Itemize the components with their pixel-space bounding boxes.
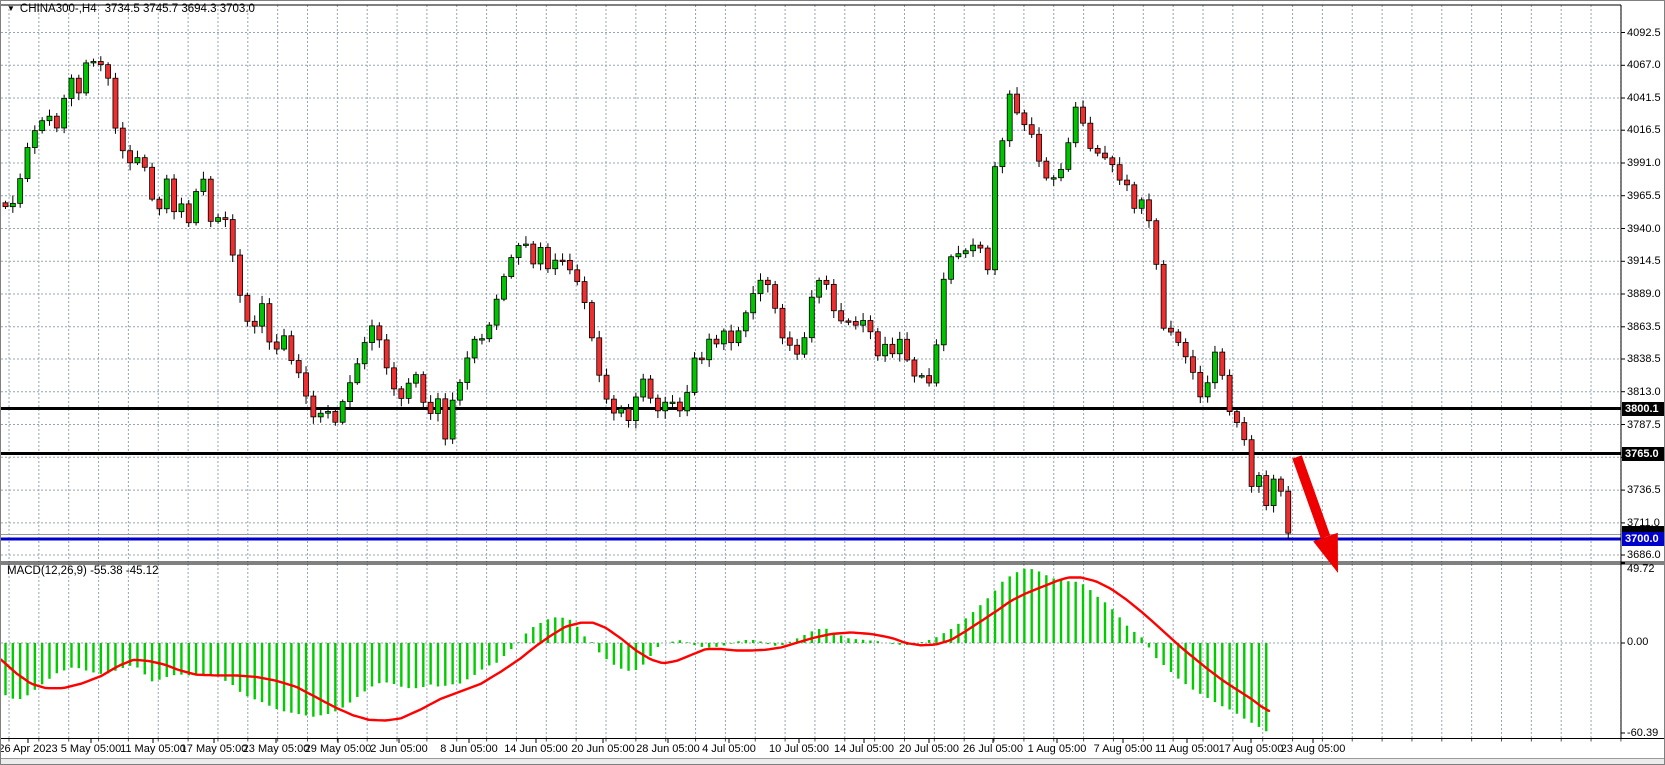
pane-borders xyxy=(1,4,1664,739)
price-tick-3686.0: 3686.0 xyxy=(1627,549,1661,561)
price-tick-3965.5: 3965.5 xyxy=(1627,189,1661,202)
time-label: 4 Jul 05:00 xyxy=(702,743,756,755)
time-label: 20 Jul 05:00 xyxy=(899,743,959,755)
price-badge-3700.0: 3700.0 xyxy=(1622,532,1664,546)
axis-tick-marks xyxy=(8,32,1625,743)
price-tick-4092.5: 4092.5 xyxy=(1627,26,1661,39)
time-label: 20 Jun 05:00 xyxy=(571,743,635,755)
time-label: 23 Aug 05:00 xyxy=(1280,743,1346,755)
symbol-name: CHINA300-,H4 xyxy=(19,3,97,15)
symbol-title-bar: ▼ CHINA300-,H4 3734.5 3745.7 3694.3 3703.0 xyxy=(7,3,255,15)
price-tick-3863.5: 3863.5 xyxy=(1627,320,1661,333)
price-tick-3889.0: 3889.0 xyxy=(1627,288,1661,300)
price-tick-4067.0: 4067.0 xyxy=(1627,59,1661,72)
price-tick-3991.0: 3991.0 xyxy=(1627,157,1661,169)
macd-scale-zero: 0.00 xyxy=(1627,636,1649,648)
time-label: 26 Apr 2023 xyxy=(1,743,58,755)
price-tick-3838.5: 3838.5 xyxy=(1627,353,1661,365)
time-label: 7 Aug 05:00 xyxy=(1093,743,1153,755)
macd-signal-line xyxy=(1,576,1271,722)
candlesticks xyxy=(2,56,1292,540)
price-tick-3914.5: 3914.5 xyxy=(1627,255,1661,268)
time-label: 29 May 05:00 xyxy=(304,743,372,755)
horizontal-level-lines[interactable] xyxy=(1,407,1621,541)
time-label: 11 Aug 05:00 xyxy=(1154,743,1220,755)
time-label: 23 May 05:00 xyxy=(242,743,310,755)
time-label: 26 Jul 05:00 xyxy=(963,743,1023,755)
time-label: 17 Aug 05:00 xyxy=(1218,743,1284,755)
price-tick-3711.0: 3711.0 xyxy=(1627,516,1660,529)
time-axis[interactable]: 26 Apr 2023 5 May 05:00 11 May 05:00 17 May… xyxy=(1,740,1664,758)
macd-indicator-label: MACD(12,26,9) -55.38 -45.12 xyxy=(7,565,159,577)
time-label: 11 May 05:00 xyxy=(120,743,186,755)
price-axis[interactable]: 49.72 0.00 -60.39 4092.5 4067.0 4041.5 4016… xyxy=(1621,1,1664,758)
price-tick-4041.5: 4041.5 xyxy=(1627,92,1661,104)
window-bottom-edge xyxy=(1,758,1664,764)
price-badge-3800.1: 3800.1 xyxy=(1622,401,1664,416)
time-label: 2 Jun 05:00 xyxy=(370,743,428,755)
down-arrow-annotation[interactable] xyxy=(1292,455,1338,573)
time-label: 5 May 05:00 xyxy=(60,743,122,755)
time-label: 28 Jun 05:00 xyxy=(636,743,700,755)
macd-histogram xyxy=(4,568,1268,732)
price-tick-4016.5: 4016.5 xyxy=(1627,124,1661,137)
macd-scale-min: -60.39 xyxy=(1627,727,1659,739)
price-tick-3940.0: 3940.0 xyxy=(1627,222,1661,235)
price-tick-3813.0: 3813.0 xyxy=(1627,385,1661,398)
price-badge-3765.0: 3765.0 xyxy=(1622,446,1664,461)
price-tick-3736.5: 3736.5 xyxy=(1627,484,1661,497)
time-label: 10 Jul 05:00 xyxy=(769,743,829,755)
macd-scale-max: 49.72 xyxy=(1627,563,1655,575)
time-label: 17 May 05:00 xyxy=(180,743,248,755)
grid-lines xyxy=(1,5,1622,738)
symbol-ohlc-values: 3734.5 3745.7 3694.3 3703.0 xyxy=(104,3,255,15)
time-label: 14 Jul 05:00 xyxy=(834,743,894,755)
time-label: 1 Aug 05:00 xyxy=(1027,743,1087,755)
time-label: 8 Jun 05:00 xyxy=(440,743,498,755)
price-tick-3787.5: 3787.5 xyxy=(1627,418,1661,431)
time-label: 14 Jun 05:00 xyxy=(504,743,568,755)
chevron-down-icon[interactable]: ▼ xyxy=(7,4,15,13)
